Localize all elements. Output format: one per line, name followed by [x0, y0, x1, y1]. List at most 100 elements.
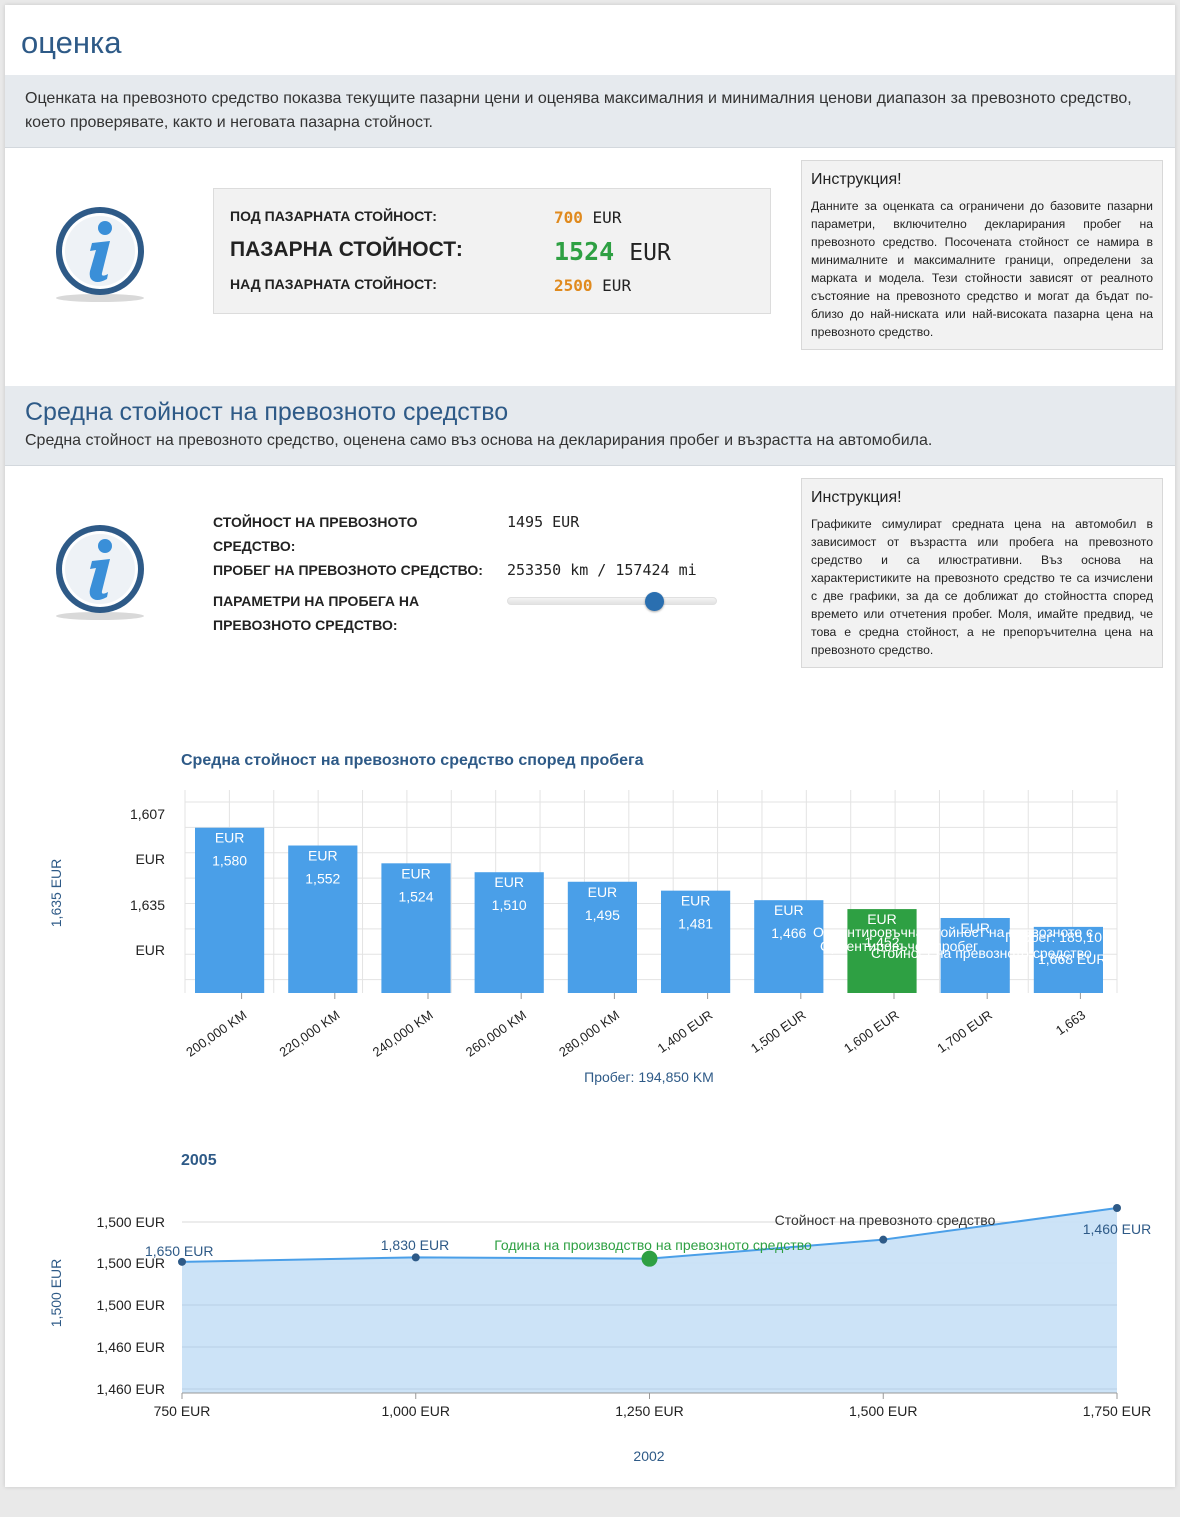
chart-title: 2005 — [181, 1152, 217, 1169]
valuation-card: оценка Оценката на превозното средство п… — [5, 5, 1175, 1487]
highlight-label: Година на производство на превозното сре… — [494, 1237, 812, 1253]
tooltip-line: Ориентировъчна стойност на превозното с — [813, 924, 1093, 940]
bar-label: EUR — [401, 865, 431, 881]
y-tick-label: 1,500 EUR — [97, 1214, 165, 1230]
above-market-value: 2500 EUR — [554, 276, 632, 295]
bar — [754, 900, 824, 993]
instruction-text: Графиките симулират средната цена на авт… — [811, 517, 1153, 657]
bar — [381, 863, 451, 993]
bar — [567, 881, 637, 993]
above-market-label: НАД ПАЗАРНАТА СТОЙНОСТ: — [230, 276, 437, 292]
x-tick-label: 1,400 EUR — [655, 1007, 716, 1056]
market-value-label: ПАЗАРНА СТОЙНОСТ: — [230, 238, 463, 261]
bar — [288, 845, 358, 993]
bar-value-label: 1,481 — [678, 916, 713, 932]
age-area-chart: 2005 1,500 EUR 1,500 EUR 1,500 EUR 1,460 EUR… — [48, 1152, 1151, 1464]
x-tick-label: 1,500 EUR — [748, 1007, 809, 1056]
info-icon — [56, 525, 144, 620]
data-point — [411, 1253, 420, 1262]
x-tick-label: 1,250 EUR — [615, 1403, 683, 1419]
bar-label: EUR — [960, 920, 990, 936]
y-tick-label: 1,460 EUR — [97, 1381, 165, 1397]
mileage-params-label: ПАРАМЕТРИ НА ПРОБЕГА НА ПРЕВОЗНОТО СРЕДС… — [213, 593, 420, 633]
bar — [1033, 926, 1103, 993]
y-tick-label: 1,635 — [130, 897, 165, 913]
market-value-box: ПОД ПАЗАРНАТА СТОЙНОСТ: 700 EUR ПАЗАРНА … — [213, 188, 771, 314]
average-title: Средна стойност на превозното средство — [25, 398, 509, 426]
x-tick-label: 1,663 — [1053, 1007, 1088, 1038]
bar-label: EUR — [308, 848, 338, 864]
bar-label: EUR — [867, 911, 897, 927]
bar — [847, 909, 917, 993]
area-fill — [182, 1208, 1117, 1393]
average-band: Средна стойност на превозното средство С… — [5, 386, 1175, 466]
info-icon — [56, 207, 144, 302]
y-tick-label: 1,607 — [130, 806, 165, 822]
mileage-bar-chart: Средна стойност на превозното средство с… — [48, 752, 1118, 1085]
bar-label: EUR — [494, 874, 524, 890]
point-label: 1,830 EUR — [381, 1237, 449, 1253]
x-tick-label: 200,000 KM — [183, 1007, 249, 1060]
data-point — [879, 1235, 888, 1244]
y-tick-label: EUR — [135, 942, 165, 958]
y-axis-label: 1,635 EUR — [48, 859, 64, 927]
tooltip-line: Ориентировъчен пробег — [820, 938, 978, 954]
y-axis-label: 1,500 EUR — [48, 1259, 64, 1327]
page-title: оценка — [21, 25, 122, 60]
y-tick-label: 1,500 EUR — [97, 1255, 165, 1271]
bar-value-label: 1,552 — [305, 871, 340, 887]
tooltip-line: Пробег: 185,10 — [1005, 929, 1102, 945]
instruction-box: Инструкция! Графиките симулират средната… — [801, 478, 1163, 668]
intro-text: Оценката на превозното средство показва … — [25, 90, 1132, 131]
intro-band: Оценката на превозното средство показва … — [5, 75, 1175, 148]
bar-value-label: 1,452 — [864, 934, 899, 950]
vehicle-value-label: СТОЙНОСТ НА ПРЕВОЗНОТО СРЕДСТВО: — [213, 514, 418, 554]
vehicle-mileage-label: ПРОБЕГ НА ПРЕВОЗНОТО СРЕДСТВО: — [213, 562, 483, 578]
highlight-point — [641, 1250, 658, 1267]
y-tick-label: 1,500 EUR — [97, 1297, 165, 1313]
bar-label: EUR — [588, 884, 618, 900]
x-tick-label: 240,000 KM — [370, 1007, 436, 1060]
chart-title: Средна стойност на превозното средство с… — [181, 752, 644, 769]
bar — [940, 917, 1010, 993]
x-tick-label: 750 EUR — [154, 1403, 211, 1419]
data-point — [1113, 1204, 1121, 1212]
market-value: 1524 EUR — [554, 237, 671, 266]
below-market-value: 700 EUR — [554, 208, 622, 227]
bar-label: EUR — [774, 902, 804, 918]
vehicle-value: 1495 EUR — [507, 513, 580, 531]
vehicle-mileage: 253350 km / 157424 mi — [507, 561, 697, 579]
x-tick-label: 260,000 KM — [463, 1007, 529, 1060]
bar-value-label: 1,510 — [492, 897, 527, 913]
x-tick-label: 1,750 EUR — [1083, 1403, 1151, 1419]
bar — [661, 890, 731, 993]
series-label: Стойност на превозното средство — [775, 1212, 996, 1228]
instruction-title: Инструкция! — [811, 171, 902, 188]
x-tick-label: 1,000 EUR — [382, 1403, 450, 1419]
x-tick-label: 220,000 KM — [276, 1007, 342, 1060]
bar-value-label: 1,580 — [212, 853, 247, 869]
x-axis-label: Пробег: 194,850 KM — [584, 1069, 714, 1085]
bar — [195, 827, 265, 993]
mileage-slider-handle[interactable] — [644, 592, 664, 611]
point-label: 1,650 EUR — [145, 1243, 213, 1259]
instruction-box: Инструкция! Данните за оценката са огран… — [801, 160, 1163, 350]
average-subtitle: Средна стойност на превозното средство, … — [25, 432, 933, 449]
x-axis-label: 2002 — [633, 1448, 664, 1464]
bar-label: EUR — [215, 830, 245, 846]
data-point — [178, 1257, 186, 1266]
bar-value-label: 1,466 — [771, 925, 806, 941]
below-market-label: ПОД ПАЗАРНАТА СТОЙНОСТ: — [230, 208, 437, 224]
bar-label: EUR — [681, 893, 711, 909]
x-tick-label: 1,600 EUR — [841, 1007, 902, 1056]
x-tick-label: 280,000 KM — [556, 1007, 622, 1060]
tooltip-line: 1,668 EUR — [1038, 951, 1106, 967]
bar — [474, 872, 544, 993]
y-tick-label: EUR — [135, 851, 165, 867]
bar-value-label: 1,495 — [585, 907, 620, 923]
x-tick-label: 1,700 EUR — [934, 1007, 995, 1056]
y-tick-label: 1,460 EUR — [97, 1339, 165, 1355]
instruction-title: Инструкция! — [811, 489, 902, 506]
point-label: 1,460 EUR — [1083, 1221, 1151, 1237]
mileage-slider-track[interactable] — [507, 597, 717, 605]
